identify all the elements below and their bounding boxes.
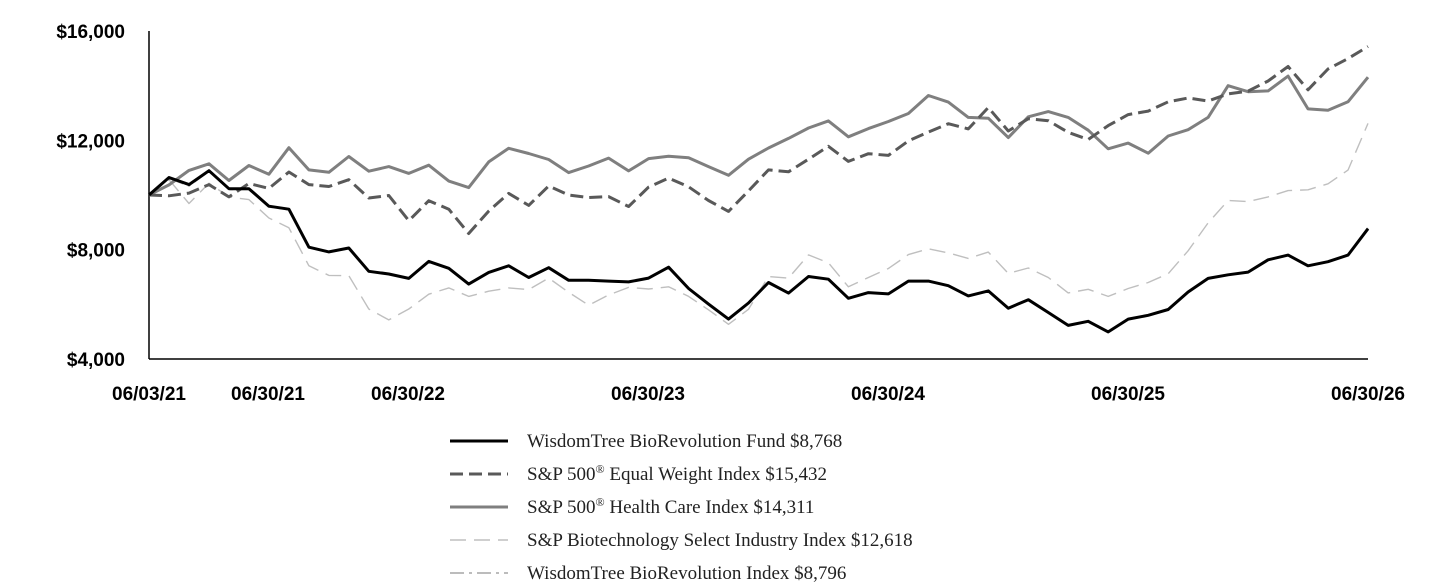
legend-label-sup: ®	[595, 495, 604, 509]
x-tick-label: 06/30/21	[231, 384, 305, 405]
y-tick-label: $8,000	[67, 241, 125, 262]
series-lines	[148, 45, 1370, 334]
x-tick-labels: 06/03/21 06/30/21 06/30/22 06/30/23 06/30/24…	[112, 384, 1405, 405]
x-tick-label: 06/30/26	[1331, 384, 1405, 405]
chart-legend: WisdomTree BioRevolution Fund $8,768 S&P …	[450, 431, 913, 584]
series-line-2	[148, 45, 1369, 235]
x-tick-label: 06/30/24	[851, 384, 925, 405]
legend-label: S&P Biotechnology Select Industry Index …	[527, 530, 913, 551]
legend-label-rest: Equal Weight Index $15,432	[605, 464, 827, 485]
x-tick-label: 06/03/21	[112, 384, 186, 405]
y-tick-labels: $4,000 $8,000 $12,000 $16,000	[56, 22, 125, 371]
x-tick-label: 06/30/23	[611, 384, 685, 405]
legend-label-main: S&P 500	[527, 497, 595, 518]
legend-label: S&P 500® Equal Weight Index $15,432	[527, 462, 827, 485]
x-tick-label: 06/30/25	[1091, 384, 1165, 405]
y-tick-label: $4,000	[67, 350, 125, 371]
legend-label: S&P 500® Health Care Index $14,311	[527, 495, 814, 518]
chart-axes	[148, 31, 1368, 360]
legend-label-main: S&P Biotechnology Select Industry Index …	[527, 530, 913, 551]
series-line-1	[148, 169, 1370, 334]
legend-label-main: S&P 500	[527, 464, 595, 485]
legend-label: WisdomTree BioRevolution Fund $8,768	[527, 431, 842, 452]
legend-label: WisdomTree BioRevolution Index $8,796	[527, 563, 846, 584]
legend-label-sup: ®	[595, 462, 604, 476]
x-tick-label: 06/30/22	[371, 384, 445, 405]
legend-label-main: WisdomTree BioRevolution Index $8,796	[527, 563, 846, 584]
y-tick-label: $16,000	[56, 22, 125, 43]
legend-label-rest: Health Care Index $14,311	[605, 497, 815, 518]
legend-label-main: WisdomTree BioRevolution Fund $8,768	[527, 431, 842, 452]
y-tick-label: $12,000	[56, 131, 125, 152]
series-line-3	[148, 74, 1370, 197]
